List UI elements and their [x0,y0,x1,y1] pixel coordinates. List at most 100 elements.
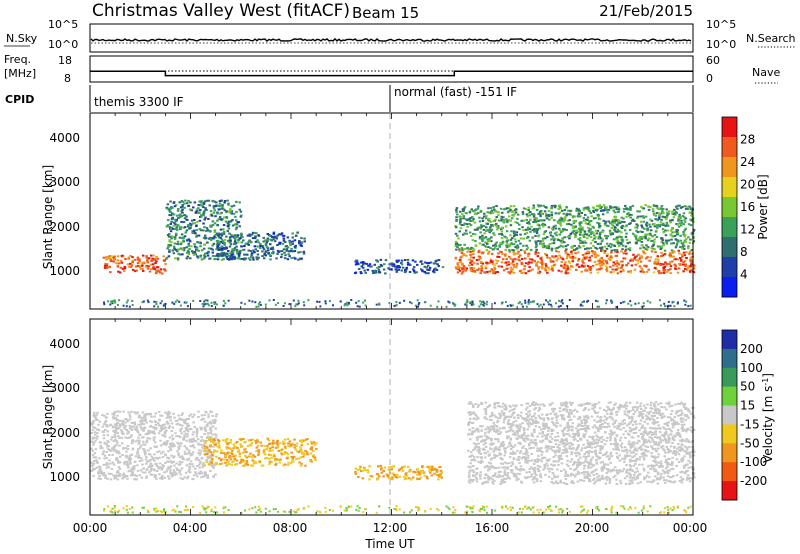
data-cell [178,469,182,472]
data-cell [185,464,188,467]
data-cell [110,255,113,258]
data-cell [222,439,225,442]
data-cell [177,422,180,425]
data-cell [686,476,689,479]
data-cell [354,470,357,473]
data-cell [657,270,660,273]
data-cell [170,237,173,240]
data-cell [541,262,544,265]
data-cell [563,263,567,266]
data-cell [454,240,458,243]
data-cell [490,261,494,264]
data-cell [95,466,99,469]
ground-scatter-cell [395,301,398,304]
data-cell [199,462,202,465]
data-cell [188,428,192,431]
data-cell [505,218,508,221]
data-cell [145,256,148,259]
data-cell [486,222,490,225]
data-cell [202,214,205,217]
data-cell [671,260,674,263]
data-cell [593,250,597,253]
ground-scatter-cell [610,299,613,302]
ground-scatter-cell [355,301,358,304]
data-cell [362,263,365,266]
data-cell [462,215,465,218]
data-cell [644,237,648,240]
data-cell [584,252,587,255]
data-cell [194,471,197,474]
data-cell [145,439,149,442]
data-cell [265,246,269,249]
ground-scatter-cell [479,303,482,306]
data-cell [565,213,569,216]
data-cell [180,241,183,244]
data-cell [624,245,628,248]
data-cell [595,438,598,441]
data-cell [577,251,580,254]
ground-scatter-cell [358,305,361,308]
data-cell [361,477,365,480]
data-cell [271,443,274,446]
data-cell [589,271,593,274]
data-cell [205,459,208,462]
data-cell [568,413,571,416]
data-cell [409,469,412,472]
data-cell [550,247,554,250]
data-cell [581,259,584,262]
data-cell [482,237,486,240]
data-cell [509,234,512,237]
data-cell [229,458,233,461]
data-cell [220,211,223,214]
data-cell [211,454,214,456]
data-cell [169,200,172,203]
data-cell [140,264,144,267]
data-cell [175,467,178,470]
ground-scatter-cell [466,299,469,302]
data-cell [179,228,182,231]
data-cell [600,246,604,249]
data-cell [171,434,174,437]
data-cell [202,210,206,213]
data-cell [108,255,112,258]
data-cell [214,233,217,236]
data-cell [172,437,175,440]
ground-scatter-cell [568,299,571,301]
data-cell [622,210,626,213]
data-cell [222,231,226,234]
data-cell [627,270,630,273]
data-cell [201,466,204,469]
ground-scatter-cell [155,303,158,305]
data-cell [212,466,215,469]
data-cell [216,219,219,222]
data-cell [665,216,669,219]
data-cell [686,207,690,210]
data-cell [169,471,172,474]
data-cell [177,443,180,446]
data-cell [485,249,488,252]
data-cell [638,236,641,239]
data-cell [139,416,142,419]
ground-scatter-cell [248,299,251,302]
data-cell [125,463,129,466]
data-cell [617,219,621,222]
data-cell [166,414,170,417]
data-cell [588,230,591,233]
data-cell [511,260,515,263]
ground-scatter-cell [356,305,359,308]
data-cell [186,425,189,427]
data-cell [601,249,605,252]
data-cell [216,212,219,215]
data-cell [209,225,212,228]
data-cell [516,247,519,250]
data-cell [159,444,163,447]
data-cell [501,412,505,415]
data-cell [552,242,556,245]
data-cell [470,451,473,454]
data-cell [156,451,159,453]
data-cell [160,428,163,431]
data-cell [624,225,627,228]
data-cell [602,204,606,207]
data-cell [154,423,158,426]
data-cell [154,262,157,264]
